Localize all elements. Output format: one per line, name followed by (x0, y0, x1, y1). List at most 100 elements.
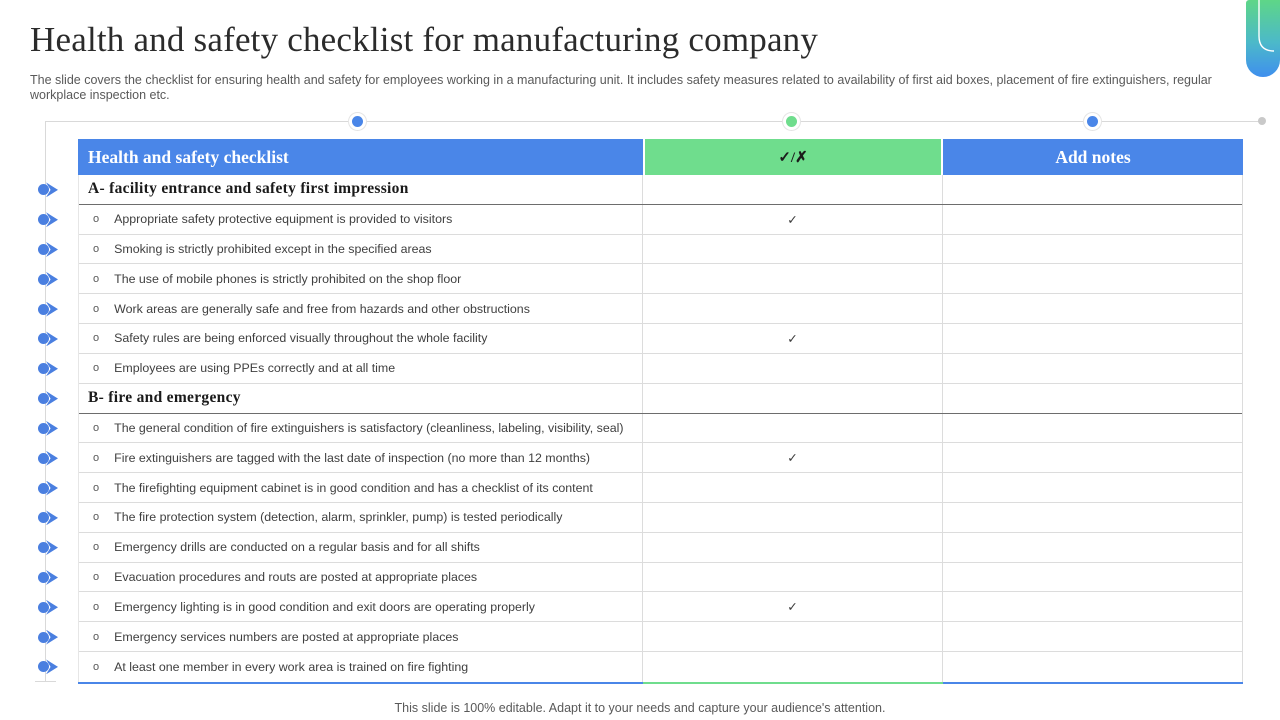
checklist-item-label: Safety rules are being enforced visually… (114, 331, 488, 346)
notes-cell (943, 384, 1242, 413)
checklist-item-label: The use of mobile phones is strictly pro… (114, 271, 462, 286)
item-bullet: o (93, 302, 100, 315)
ribbon-curve-icon (1258, 0, 1275, 52)
notes-cell (943, 592, 1242, 621)
row-marker-icon (38, 391, 58, 406)
check-cell (643, 473, 943, 502)
check-cell (643, 413, 943, 443)
checklist-item-label: Emergency lighting is in good condition … (114, 599, 535, 614)
checklist-item-label: Evacuation procedures and routs are post… (114, 569, 478, 584)
item-bullet: o (93, 451, 100, 464)
table-header-check-mark: ✓/✗ (643, 139, 943, 175)
row-marker-rail (37, 175, 59, 682)
notes-cell (943, 622, 1242, 651)
notes-cell (943, 563, 1242, 592)
checklist-item-label: At least one member in every work area i… (114, 659, 469, 674)
check-cell (643, 383, 943, 413)
notes-cell (943, 264, 1242, 293)
checklist-item-label: Smoking is strictly prohibited except in… (114, 242, 432, 257)
table-row: o Fire extinguishers are tagged with the … (79, 443, 1242, 474)
row-marker-icon (38, 421, 58, 436)
corner-ribbon-decoration (1246, 0, 1280, 77)
row-marker-icon (38, 630, 58, 645)
section-label: A- facility entrance and safety first im… (88, 180, 409, 198)
table-row: o Work areas are generally safe and free … (79, 294, 1242, 325)
notes-cell (943, 414, 1242, 443)
slide-description: The slide covers the checklist for ensur… (30, 73, 1212, 102)
row-marker-icon (38, 451, 58, 466)
timeline-dot-gray-end (1258, 117, 1266, 125)
table-row: o Appropriate safety protective equipment… (79, 204, 1242, 235)
row-marker-icon (38, 361, 58, 376)
table-row: o The use of mobile phones is strictly pr… (79, 264, 1242, 295)
checklist-item-label: Employees are using PPEs correctly and a… (114, 361, 396, 376)
table-header-row: Health and safety checklist ✓/✗ Add note… (78, 139, 1243, 175)
check-cell (643, 175, 943, 204)
row-marker-icon (38, 600, 58, 615)
table-row-section-a: A- facility entrance and safety first im… (79, 175, 1242, 205)
section-label: B- fire and emergency (88, 389, 241, 407)
checklist-item-label: Fire extinguishers are tagged with the l… (114, 450, 591, 465)
notes-cell (943, 235, 1242, 264)
check-cell (643, 562, 943, 592)
check-cell: ✓ (643, 204, 943, 234)
checklist-item-label: The firefighting equipment cabinet is in… (114, 480, 593, 495)
row-marker-icon (38, 272, 58, 287)
item-bullet: o (93, 421, 100, 434)
table-row: o Emergency drills are conducted on a reg… (79, 532, 1242, 563)
checklist-item-label: Appropriate safety protective equipment … (114, 212, 453, 227)
item-bullet: o (93, 213, 100, 226)
check-cell (643, 652, 943, 682)
check-cell (643, 532, 943, 562)
notes-cell (943, 473, 1242, 502)
timeline-line (45, 121, 1263, 122)
table-row: o Safety rules are being enforced visuall… (79, 324, 1242, 354)
item-bullet: o (93, 511, 100, 524)
item-bullet: o (93, 332, 100, 345)
row-marker-icon (38, 182, 58, 197)
row-marker-icon (38, 570, 58, 585)
row-marker-icon (38, 242, 58, 257)
table-bottom-border (78, 681, 1243, 684)
table-header-checklist: Health and safety checklist (78, 139, 643, 175)
page-title: Health and safety checklist for manufact… (30, 20, 819, 59)
row-marker-icon (38, 331, 58, 346)
timeline-dot-green (786, 116, 797, 127)
table-row: o Emergency services numbers are posted a… (79, 622, 1242, 652)
item-bullet: o (93, 243, 100, 256)
row-marker-icon (38, 302, 58, 317)
table-row-section-b: B- fire and emergency (79, 383, 1242, 414)
notes-cell (943, 175, 1242, 204)
item-bullet: o (93, 362, 100, 375)
item-bullet: o (93, 481, 100, 494)
timeline-dot-blue-1 (352, 116, 363, 127)
table-row: o The general condition of fire extinguis… (79, 413, 1242, 444)
item-bullet: o (93, 272, 100, 285)
row-marker-icon (38, 510, 58, 525)
table-row: o The fire protection system (detection, … (79, 502, 1242, 533)
table-row: o The firefighting equipment cabinet is i… (79, 473, 1242, 503)
notes-cell (943, 324, 1242, 353)
health-safety-checklist-table: Health and safety checklist ✓/✗ Add note… (78, 139, 1243, 684)
row-marker-icon (38, 540, 58, 555)
check-cell: ✓ (643, 443, 943, 473)
table-row: o Employees are using PPEs correctly and … (79, 353, 1242, 384)
check-cell: ✓ (643, 592, 943, 622)
table-row: o At least one member in every work area … (79, 652, 1242, 682)
notes-cell (943, 533, 1242, 562)
table-row: o Smoking is strictly prohibited except i… (79, 234, 1242, 265)
check-cell (643, 502, 943, 532)
check-cell (643, 353, 943, 383)
item-bullet: o (93, 660, 100, 673)
checklist-item-label: The general condition of fire extinguish… (114, 420, 624, 435)
notes-cell (943, 652, 1242, 682)
timeline-dot-blue-2 (1087, 116, 1098, 127)
check-cell (643, 294, 943, 324)
check-cell (643, 622, 943, 651)
check-cell (643, 234, 943, 264)
item-bullet: o (93, 600, 100, 613)
check-cell (643, 264, 943, 294)
item-bullet: o (93, 570, 100, 583)
item-bullet: o (93, 630, 100, 643)
row-marker-icon (38, 481, 58, 496)
